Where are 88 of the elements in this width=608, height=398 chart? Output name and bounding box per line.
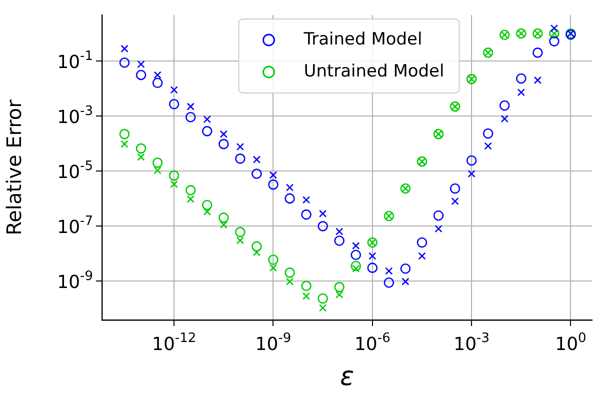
point: [168, 98, 180, 110]
x-axis-title: ε: [340, 362, 354, 392]
point: [119, 57, 130, 68]
point: [318, 221, 328, 232]
point: [336, 228, 344, 236]
point: [532, 48, 543, 58]
point: [416, 237, 428, 248]
point: [302, 292, 310, 300]
point: [220, 130, 228, 138]
point: [252, 168, 262, 179]
point: [334, 236, 344, 246]
point: [318, 304, 327, 312]
point: [301, 280, 312, 292]
point: [136, 143, 146, 154]
point: [185, 112, 196, 122]
point: [236, 142, 244, 151]
point: [367, 262, 378, 273]
point: [384, 277, 394, 288]
point: [468, 170, 476, 178]
point: [286, 278, 294, 286]
point: [516, 73, 526, 84]
point: [203, 115, 211, 124]
point: [252, 156, 261, 164]
point: [284, 268, 295, 278]
point: [120, 140, 128, 148]
point: [235, 226, 246, 238]
point: [152, 78, 163, 88]
point: [154, 71, 162, 79]
point: [500, 114, 508, 123]
point: [301, 209, 312, 220]
y-axis-title: Relative Error: [2, 98, 26, 236]
point: [154, 166, 162, 174]
point: [350, 250, 362, 260]
point: [534, 76, 542, 84]
point: [400, 264, 411, 274]
point: [218, 212, 229, 223]
point: [450, 183, 460, 194]
point: [318, 210, 327, 218]
point: [202, 200, 212, 210]
point: [451, 197, 459, 206]
point: [170, 86, 178, 94]
point: [120, 44, 128, 53]
point: [252, 241, 262, 252]
point: [482, 128, 494, 139]
point: [252, 248, 261, 256]
legend-label: Untrained Model: [304, 61, 444, 82]
point: [499, 100, 510, 111]
point: [137, 60, 145, 68]
point: [402, 278, 410, 286]
point: [368, 252, 376, 260]
point: [218, 138, 229, 150]
point: [350, 260, 362, 272]
point: [137, 153, 145, 161]
point: [286, 184, 294, 192]
point: [235, 154, 246, 164]
point: [550, 24, 558, 32]
point: [549, 36, 560, 46]
point: [185, 185, 196, 196]
point: [352, 242, 360, 250]
point: [336, 290, 344, 298]
point: [152, 158, 163, 168]
point: [220, 220, 228, 229]
point: [318, 293, 328, 304]
point: [268, 254, 278, 265]
point: [268, 179, 278, 190]
point: [517, 88, 525, 96]
point: [418, 252, 426, 260]
point: [334, 282, 344, 292]
point: [203, 208, 211, 216]
point: [202, 126, 212, 136]
point: [119, 128, 130, 140]
point: [352, 264, 360, 272]
point: [236, 236, 244, 244]
point: [466, 155, 477, 166]
point: [433, 210, 444, 221]
point: [385, 267, 393, 275]
legend-label: Trained Model: [302, 29, 422, 50]
point: [186, 102, 194, 110]
point: [186, 195, 194, 203]
point: [434, 224, 442, 233]
point: [269, 171, 278, 179]
point: [484, 142, 492, 150]
point: [284, 193, 295, 204]
point: [136, 70, 146, 80]
point: [302, 196, 310, 204]
point: [168, 170, 180, 181]
point: [269, 264, 278, 272]
point: [170, 180, 178, 188]
